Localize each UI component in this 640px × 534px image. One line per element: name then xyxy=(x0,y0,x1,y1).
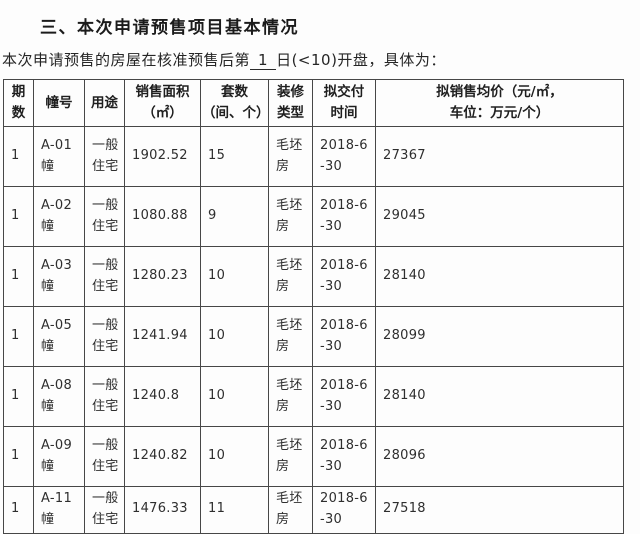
table-row: 1 A-09幢 一般住宅 1240.82 10 毛坯房 2018-6-30 28096 xyxy=(3,426,624,487)
cell-area: 1240.8 xyxy=(124,366,201,427)
cell-building: A-11幢 xyxy=(33,486,85,534)
cell-units: 10 xyxy=(200,306,269,367)
cell-delivery: 2018-6-30 xyxy=(312,246,376,307)
cell-phase: 1 xyxy=(3,366,34,427)
column-header-building: 幢号 xyxy=(33,79,85,127)
cell-area: 1280.23 xyxy=(124,246,201,307)
cell-delivery: 2018-6-30 xyxy=(312,126,376,187)
cell-phase: 1 xyxy=(3,186,34,247)
cell-units: 11 xyxy=(200,486,269,534)
cell-decoration: 毛坯房 xyxy=(268,126,313,187)
cell-area: 1476.33 xyxy=(124,486,201,534)
table-row: 1 A-11幢 一般住宅 1476.33 11 毛坯房 2018-6-30 27518 xyxy=(3,486,624,534)
cell-phase: 1 xyxy=(3,486,34,534)
cell-delivery: 2018-6-30 xyxy=(312,306,376,367)
column-header-price: 拟销售均价（元/㎡， 车位：万元/个） xyxy=(375,79,624,127)
cell-units: 9 xyxy=(200,186,269,247)
cell-phase: 1 xyxy=(3,126,34,187)
cell-building: A-05幢 xyxy=(33,306,85,367)
intro-paragraph: 本次申请预售的房屋在核准预售后第 1 日(<10)开盘，具体为： xyxy=(2,49,640,70)
cell-usage: 一般住宅 xyxy=(84,486,125,534)
cell-building: A-03幢 xyxy=(33,246,85,307)
column-header-area: 销售面积 （㎡） xyxy=(124,79,201,127)
cell-phase: 1 xyxy=(3,246,34,307)
table-head: 期 数幢号 用途 销售面积 （㎡） 套数 （间、个） 装修 类型 拟交付 时间 拟销售均价（… xyxy=(3,79,624,127)
cell-decoration: 毛坯房 xyxy=(268,246,313,307)
table-row: 1 A-01幢 一般住宅 1902.52 15 毛坯房 2018-6-30 27367 xyxy=(3,126,624,187)
cell-delivery: 2018-6-30 xyxy=(312,366,376,427)
section-title: 三、本次申请预售项目基本情况 xyxy=(40,18,299,38)
intro-prefix: 本次申请预售的房屋在核准预售后第 xyxy=(2,51,251,69)
cell-price: 29045 xyxy=(375,186,624,247)
cell-units: 15 xyxy=(200,126,269,187)
cell-usage: 一般住宅 xyxy=(84,126,125,187)
intro-suffix: 日(<10)开盘，具体为： xyxy=(276,51,446,69)
cell-delivery: 2018-6-30 xyxy=(312,486,376,534)
cell-units: 10 xyxy=(200,426,269,487)
cell-decoration: 毛坯房 xyxy=(268,366,313,427)
cell-usage: 一般住宅 xyxy=(84,366,125,427)
column-header-phase: 期 数 xyxy=(3,79,34,127)
cell-area: 1240.82 xyxy=(124,426,201,487)
cell-price: 28096 xyxy=(375,426,624,487)
table-row: 1 A-02幢 一般住宅 1080.88 9 毛坯房 2018-6-30 29045 xyxy=(3,186,624,247)
cell-building: A-08幢 xyxy=(33,366,85,427)
cell-price: 28140 xyxy=(375,246,624,307)
cell-usage: 一般住宅 xyxy=(84,306,125,367)
presale-table: 期 数幢号 用途 销售面积 （㎡） 套数 （间、个） 装修 类型 拟交付 时间 拟销售均价（… xyxy=(3,79,624,534)
cell-price: 27367 xyxy=(375,126,624,187)
table-body: 1 A-01幢 一般住宅 1902.52 15 毛坯房 2018-6-30 27367 1 A-0… xyxy=(3,126,624,534)
document-page: 三、本次申请预售项目基本情况 本次申请预售的房屋在核准预售后第 1 日(<10)开盘… xyxy=(2,18,640,534)
cell-price: 27518 xyxy=(375,486,624,534)
cell-area: 1902.52 xyxy=(124,126,201,187)
cell-units: 10 xyxy=(200,366,269,427)
cell-area: 1080.88 xyxy=(124,186,201,247)
cell-price: 28099 xyxy=(375,306,624,367)
column-header-usage: 用途 xyxy=(84,79,125,127)
column-header-delivery: 拟交付 时间 xyxy=(312,79,376,127)
table-row: 1 A-05幢 一般住宅 1241.94 10 毛坯房 2018-6-30 28099 xyxy=(3,306,624,367)
cell-building: A-09幢 xyxy=(33,426,85,487)
table-row: 1 A-03幢 一般住宅 1280.23 10 毛坯房 2018-6-30 28140 xyxy=(3,246,624,307)
cell-decoration: 毛坯房 xyxy=(268,306,313,367)
cell-phase: 1 xyxy=(3,426,34,487)
cell-price: 28140 xyxy=(375,366,624,427)
cell-usage: 一般住宅 xyxy=(84,246,125,307)
cell-delivery: 2018-6-30 xyxy=(312,186,376,247)
cell-units: 10 xyxy=(200,246,269,307)
cell-area: 1241.94 xyxy=(124,306,201,367)
column-header-decoration: 装修 类型 xyxy=(268,79,313,127)
cell-decoration: 毛坯房 xyxy=(268,426,313,487)
cell-building: A-01幢 xyxy=(33,126,85,187)
intro-day-number: 1 xyxy=(250,51,277,70)
cell-decoration: 毛坯房 xyxy=(268,486,313,534)
table-header-row: 期 数幢号 用途 销售面积 （㎡） 套数 （间、个） 装修 类型 拟交付 时间 拟销售均价（… xyxy=(3,79,624,127)
column-header-units: 套数 （间、个） xyxy=(200,79,269,127)
cell-usage: 一般住宅 xyxy=(84,426,125,487)
cell-decoration: 毛坯房 xyxy=(268,186,313,247)
table-row: 1 A-08幢 一般住宅 1240.8 10 毛坯房 2018-6-30 28140 xyxy=(3,366,624,427)
cell-building: A-02幢 xyxy=(33,186,85,247)
cell-delivery: 2018-6-30 xyxy=(312,426,376,487)
cell-phase: 1 xyxy=(3,306,34,367)
cell-usage: 一般住宅 xyxy=(84,186,125,247)
